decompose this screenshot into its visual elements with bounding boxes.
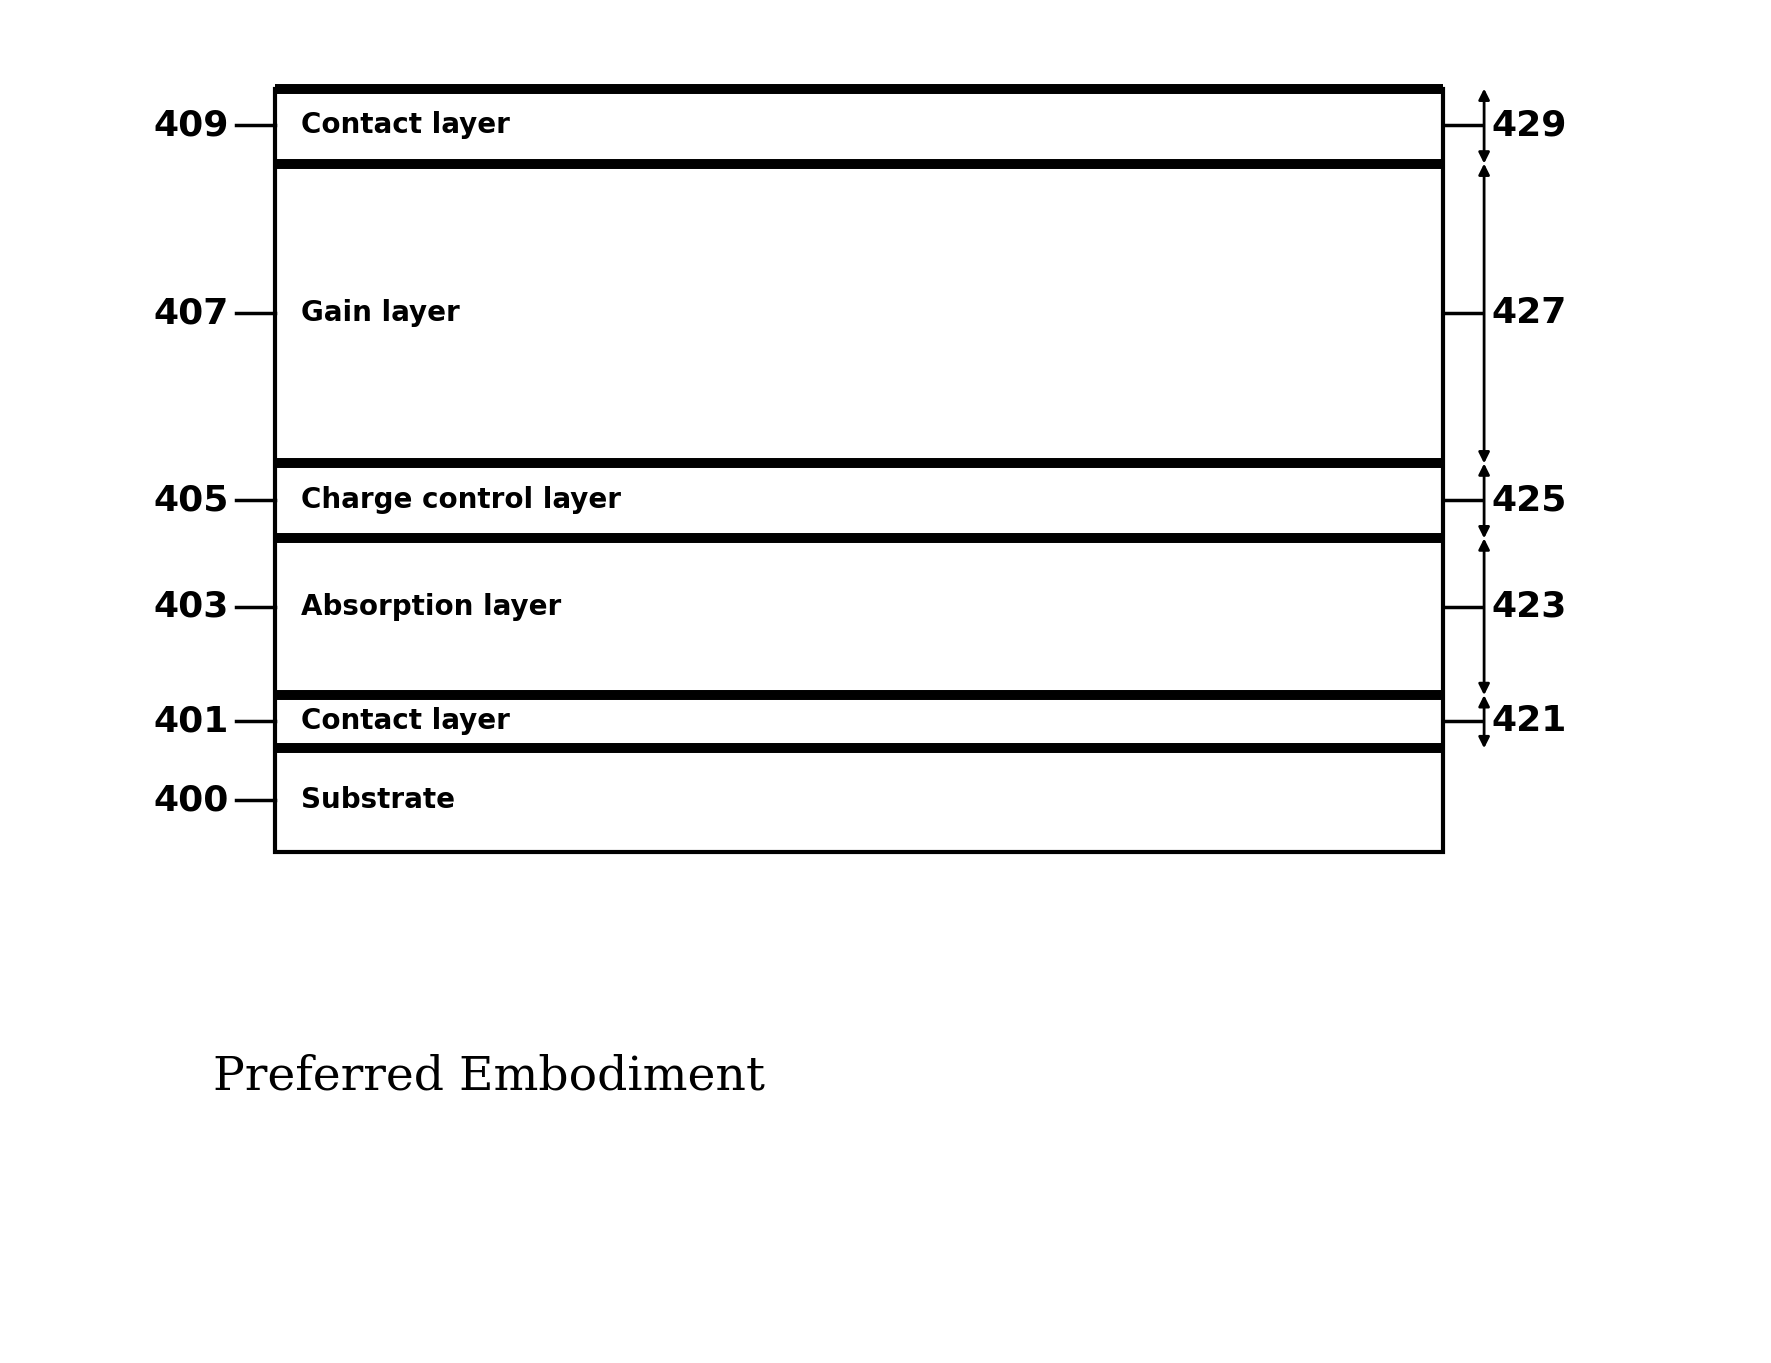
Text: Preferred Embodiment: Preferred Embodiment (213, 1054, 765, 1100)
Text: 405: 405 (152, 484, 228, 517)
Text: 400: 400 (152, 784, 228, 816)
Text: 401: 401 (152, 705, 228, 737)
Text: 429: 429 (1491, 109, 1567, 142)
Text: 427: 427 (1491, 297, 1567, 330)
Text: Contact layer: Contact layer (301, 707, 510, 735)
Text: 421: 421 (1491, 705, 1567, 737)
Text: Absorption layer: Absorption layer (301, 593, 561, 620)
Text: 425: 425 (1491, 484, 1567, 517)
Text: 403: 403 (152, 590, 228, 623)
Text: Charge control layer: Charge control layer (301, 487, 622, 514)
Text: 409: 409 (152, 109, 228, 142)
Bar (275, 89, 1443, 852)
Text: Substrate: Substrate (301, 786, 455, 814)
Text: 423: 423 (1491, 590, 1567, 623)
Text: Gain layer: Gain layer (301, 300, 460, 327)
Text: 407: 407 (152, 297, 228, 330)
Text: Contact layer: Contact layer (301, 112, 510, 139)
